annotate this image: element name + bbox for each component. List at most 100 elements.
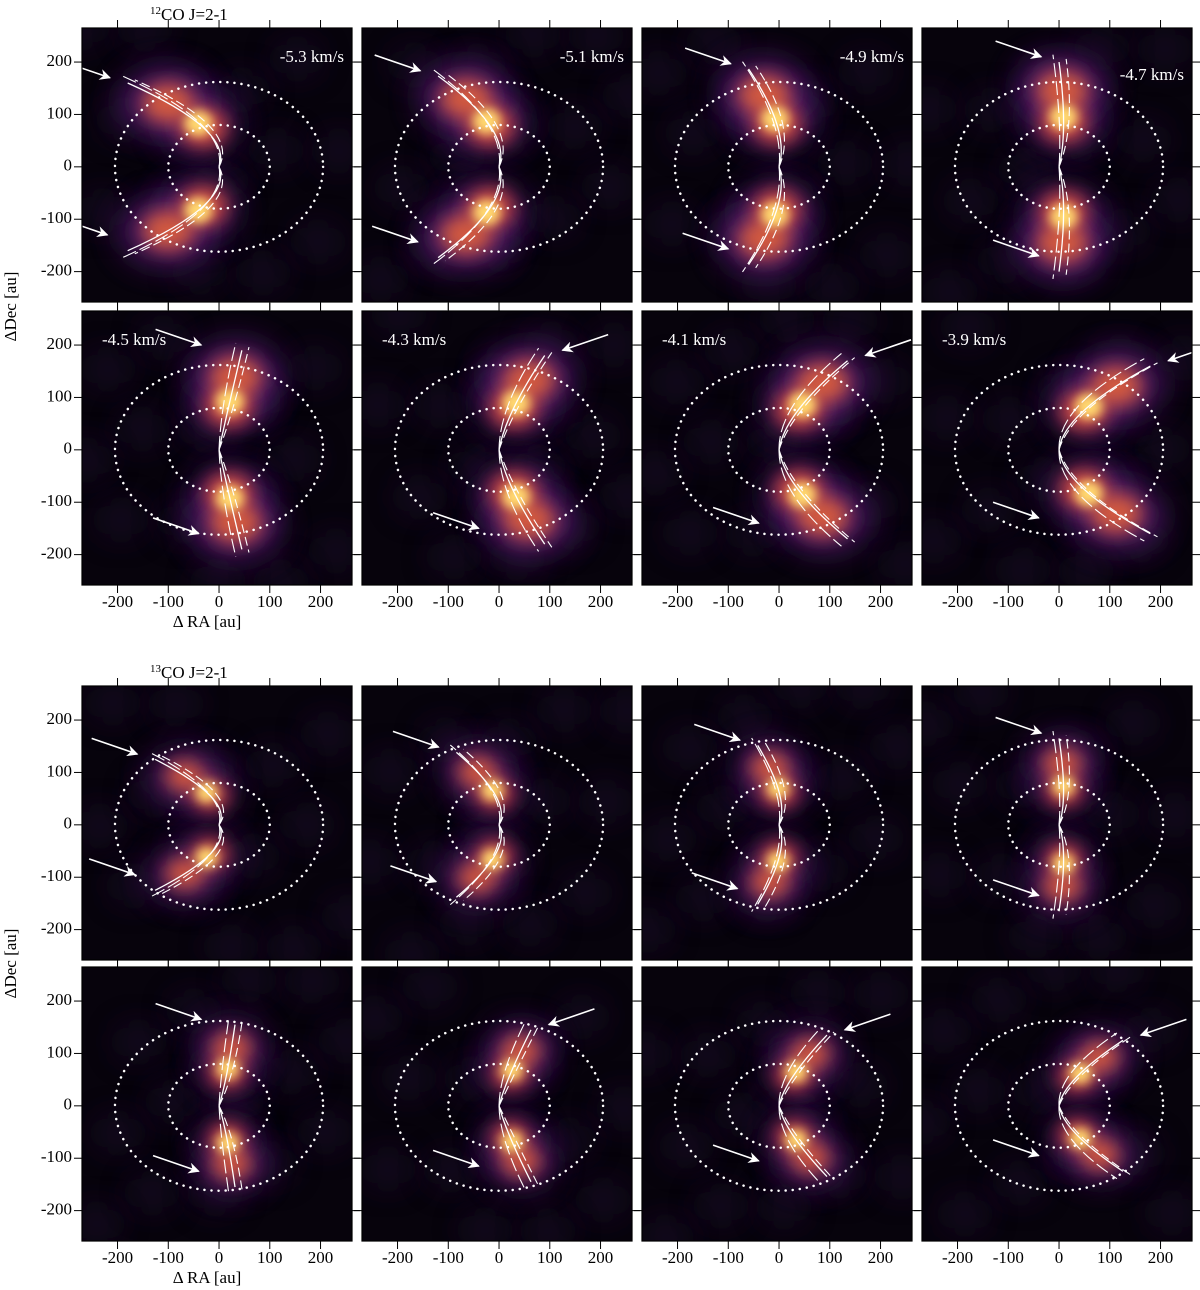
x-tick-label: -100 xyxy=(993,592,1024,611)
model-curve xyxy=(218,1105,236,1188)
noise xyxy=(862,365,906,397)
velocity-label: -5.3 km/s xyxy=(280,47,344,66)
panel-frame xyxy=(361,310,633,586)
model-curve xyxy=(1058,449,1158,538)
x-tick-label: -100 xyxy=(713,592,744,611)
emission-map xyxy=(642,967,912,1241)
y-tick-label: 100 xyxy=(47,761,73,780)
noise xyxy=(362,263,403,295)
noise xyxy=(220,74,264,106)
inner-ring xyxy=(447,781,552,868)
model-curve xyxy=(444,166,504,262)
emission-map xyxy=(922,28,1192,302)
noise xyxy=(605,695,632,727)
noise xyxy=(526,1215,570,1241)
noise xyxy=(922,525,956,557)
x-tick-label: 0 xyxy=(1055,1248,1064,1267)
noise xyxy=(296,226,340,258)
panel: -200 -100 0 100 200 -5.3 km/s xyxy=(41,20,360,310)
noise xyxy=(1080,32,1124,64)
noise xyxy=(686,1039,730,1071)
noise xyxy=(1014,920,1058,952)
model-curve xyxy=(498,1105,539,1186)
noise xyxy=(796,977,840,1009)
noise xyxy=(508,908,552,940)
noise xyxy=(581,1184,625,1216)
model-curve xyxy=(778,1105,835,1181)
model-curve xyxy=(757,745,783,826)
noise xyxy=(453,450,497,482)
arrow xyxy=(432,1149,480,1169)
x-tick-label: 200 xyxy=(868,1248,894,1267)
inner-ring xyxy=(1007,123,1112,210)
noise xyxy=(747,269,791,301)
line-name: CO J=2-1 xyxy=(161,663,228,682)
x-tick-label: -100 xyxy=(153,592,184,611)
x-tick-label: 0 xyxy=(1055,592,1064,611)
model-curve xyxy=(778,449,848,540)
emission-map xyxy=(82,311,352,585)
noise xyxy=(922,708,948,740)
noise xyxy=(762,1191,806,1223)
y-axis-label: ΔDec [au] xyxy=(1,929,20,999)
noise xyxy=(1153,799,1192,831)
emission-map xyxy=(642,28,912,302)
arrow xyxy=(547,1008,595,1027)
noise xyxy=(324,1025,352,1057)
noise xyxy=(1143,33,1187,65)
model-curve xyxy=(431,68,501,167)
model-curve xyxy=(431,166,501,266)
x-tick-label: 200 xyxy=(588,592,614,611)
noise xyxy=(521,785,565,817)
noise xyxy=(854,822,898,854)
y-tick-label: 100 xyxy=(47,386,73,405)
x-tick-label: -200 xyxy=(102,592,133,611)
noise xyxy=(605,480,632,512)
y-tick-label: -100 xyxy=(41,491,72,510)
panel: -4.9 km/s xyxy=(634,20,920,310)
x-tick-label: -100 xyxy=(713,1248,744,1267)
model-curve xyxy=(498,1029,532,1106)
model-curve xyxy=(1058,1039,1124,1106)
line-name: CO J=2-1 xyxy=(161,5,228,24)
noise xyxy=(532,202,576,234)
model-curve xyxy=(778,1031,835,1107)
noise xyxy=(560,1001,604,1033)
x-tick-label: 0 xyxy=(775,1248,784,1267)
y-tick-label: -200 xyxy=(41,261,72,280)
noise xyxy=(362,846,392,878)
model-curve xyxy=(764,741,786,826)
noise xyxy=(1150,1197,1192,1229)
noise xyxy=(209,931,253,960)
noise xyxy=(922,1106,945,1138)
x-tick-label: 0 xyxy=(495,592,504,611)
model-curve xyxy=(751,737,781,825)
arrow xyxy=(992,239,1040,258)
arrow xyxy=(82,67,111,80)
noise xyxy=(419,390,463,422)
panel-frame xyxy=(641,685,913,961)
noise xyxy=(642,914,670,946)
noise xyxy=(1140,433,1184,465)
noise xyxy=(823,147,867,179)
outer-ring xyxy=(393,363,605,536)
model-curve xyxy=(742,166,781,273)
noise xyxy=(1001,769,1045,801)
inner-ring xyxy=(167,406,272,493)
emission-map xyxy=(362,28,632,302)
model-curve xyxy=(449,744,501,825)
isotope: 12 xyxy=(150,5,161,17)
model-curve xyxy=(161,824,225,894)
noise xyxy=(82,28,104,44)
outer-ring xyxy=(673,1019,885,1192)
x-tick-label: 200 xyxy=(588,1248,614,1267)
x-tick-label: -200 xyxy=(382,592,413,611)
panel-frame xyxy=(921,966,1193,1242)
model-curve xyxy=(121,166,221,259)
noise xyxy=(117,1026,161,1058)
noise xyxy=(285,809,329,841)
noise xyxy=(571,420,615,452)
panel-frame xyxy=(81,685,353,961)
arrow xyxy=(88,858,136,877)
